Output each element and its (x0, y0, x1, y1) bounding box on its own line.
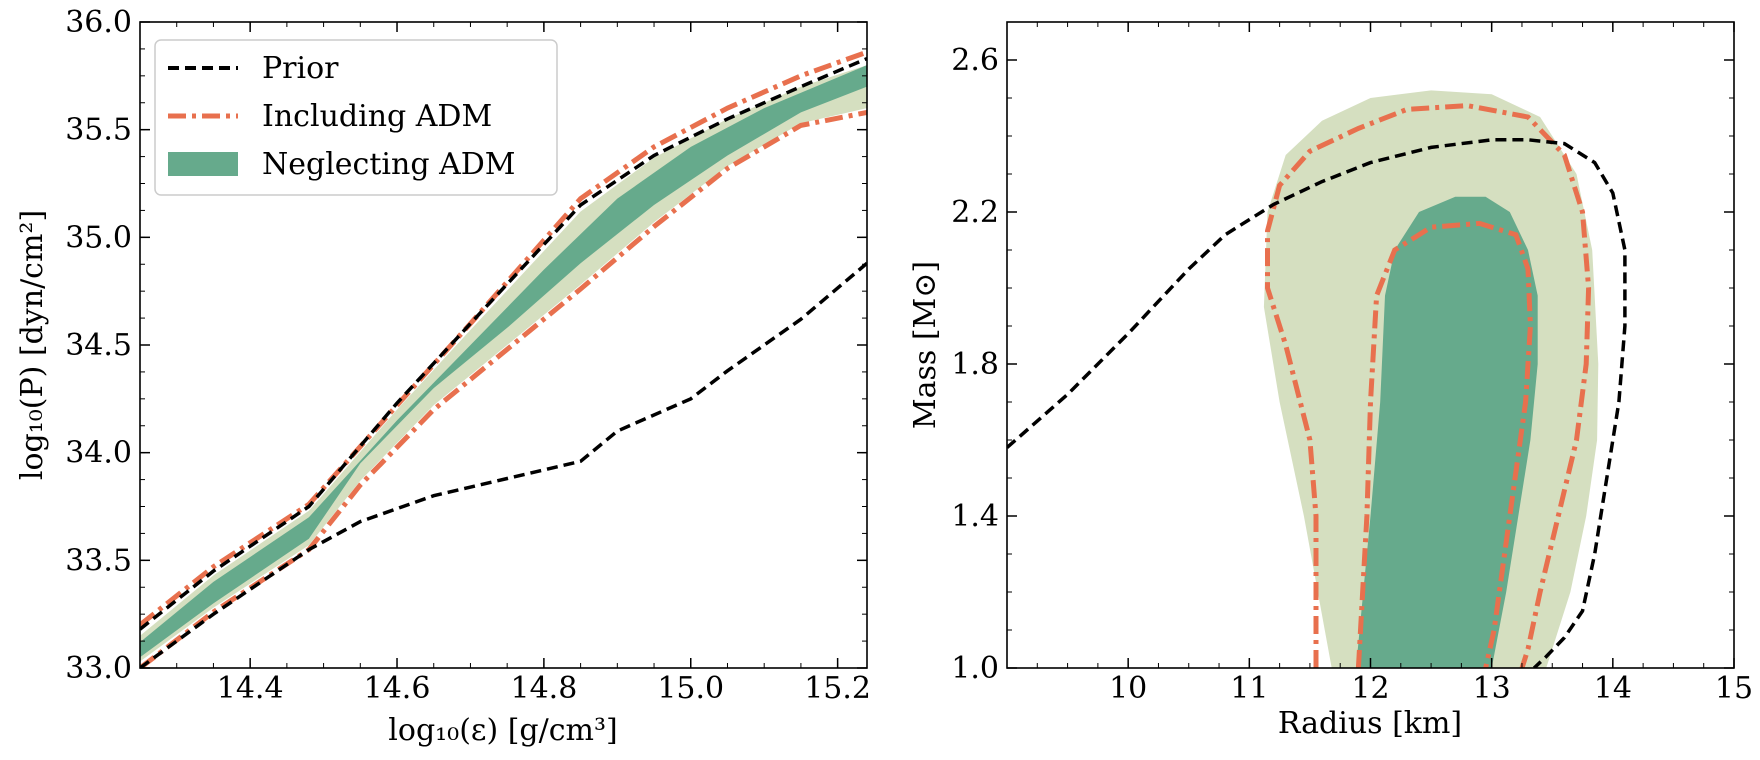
mr-including-adm-outer-contour (1265, 103, 1592, 668)
eos-lines (140, 49, 867, 668)
eos-y-tick-label: 34.0 (65, 436, 132, 471)
mr-x-tick-label: 10 (1109, 671, 1147, 706)
mr-y-tick-label: 2.6 (951, 43, 999, 78)
mr-x-tick-label: 15 (1715, 671, 1753, 706)
legend-prior-label: Prior (262, 51, 339, 86)
eos-x-tick-label: 14.6 (364, 671, 431, 706)
mr-y-axis-label: Mass [M⊙] (908, 261, 943, 429)
prior-lower-line (140, 261, 867, 668)
mr-x-tick-label: 13 (1473, 671, 1511, 706)
legend-frame (154, 39, 558, 196)
mr-x-tick-label: 11 (1230, 671, 1268, 706)
mr-plot-area (1263, 90, 1599, 668)
eos-y-tick-label: 33.5 (65, 543, 132, 578)
eos-x-tick-label: 15.0 (657, 671, 724, 706)
mr-y-tick-label: 2.2 (951, 195, 999, 230)
neglecting-adm-inner-band (140, 65, 867, 658)
eos-x-tick-label: 14.8 (510, 671, 577, 706)
eos-y-tick-label: 33.0 (65, 651, 132, 686)
mr-x-tick-label: 12 (1351, 671, 1389, 706)
mr-prior-contour (1007, 138, 1627, 668)
eos-x-tick-label: 15.2 (804, 671, 871, 706)
eos-y-tick-label: 35.0 (65, 220, 132, 255)
eos-y-axis-label: log₁₀(P) [dyn/cm²] (15, 210, 50, 480)
mr-y-tick-label: 1.8 (951, 347, 999, 382)
mr-lines (1007, 103, 1627, 668)
mr-y-tick-label: 1.4 (951, 499, 999, 534)
prior-upper-line (140, 56, 867, 631)
mr-including-adm-inner-contour (1355, 220, 1533, 668)
eos-panel: 14.4 14.6 14.8 15.0 15.2 33.0 33.5 34.0 34.5 35.0… (15, 5, 871, 748)
eos-y-tick-label: 36.0 (65, 5, 132, 40)
including-adm-lower-line (140, 109, 867, 668)
mr-neglecting-adm-inner-region (1356, 196, 1538, 668)
eos-x-tick-label: 14.4 (217, 671, 284, 706)
legend-neglecting-adm-label: Neglecting ADM (262, 147, 516, 182)
eos-y-tick-label: 35.5 (65, 113, 132, 148)
eos-x-axis-label: log₁₀(ε) [g/cm³] (388, 713, 617, 748)
mass-radius-panel: 10 11 12 13 14 151.01.41.82.22.6 Radius [km] … (908, 21, 1753, 741)
legend-neglecting-adm-swatch (168, 152, 238, 176)
mr-y-tick-label: 1.0 (951, 651, 999, 686)
including-adm-upper-line (140, 49, 867, 627)
legend-including-adm-label: Including ADM (262, 99, 492, 134)
mr-ticks: 10 11 12 13 14 15 1.0 1.4 1.8 2.2 2.6 (951, 21, 1753, 706)
eos-ticks: 14.4 14.6 14.8 15.0 15.2 33.0 33.5 34.0 34.5 35.0… (65, 5, 871, 706)
mr-x-tick-label: 14 (1594, 671, 1632, 706)
legend: Prior Including ADM Neglecting ADM (154, 39, 558, 196)
eos-y-tick-label: 34.5 (65, 328, 132, 363)
eos-plot-area (140, 65, 867, 662)
mr-x-axis-label: Radius [km] (1278, 706, 1462, 741)
